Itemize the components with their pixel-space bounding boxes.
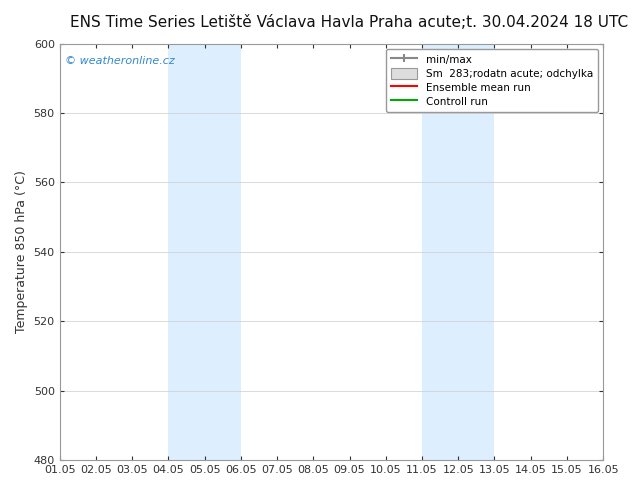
- Text: © weatheronline.cz: © weatheronline.cz: [65, 56, 175, 66]
- Text: acute;t. 30.04.2024 18 UTC: acute;t. 30.04.2024 18 UTC: [418, 15, 628, 30]
- Legend: min/max, Sm  283;rodatn acute; odchylka, Ensemble mean run, Controll run: min/max, Sm 283;rodatn acute; odchylka, …: [386, 49, 598, 112]
- Bar: [169, 44, 241, 460]
- Text: ENS Time Series Letiště Václava Havla Praha: ENS Time Series Letiště Václava Havla Pr…: [70, 15, 412, 30]
- Y-axis label: Temperature 850 hPa (°C): Temperature 850 hPa (°C): [15, 171, 28, 333]
- Bar: [422, 44, 495, 460]
